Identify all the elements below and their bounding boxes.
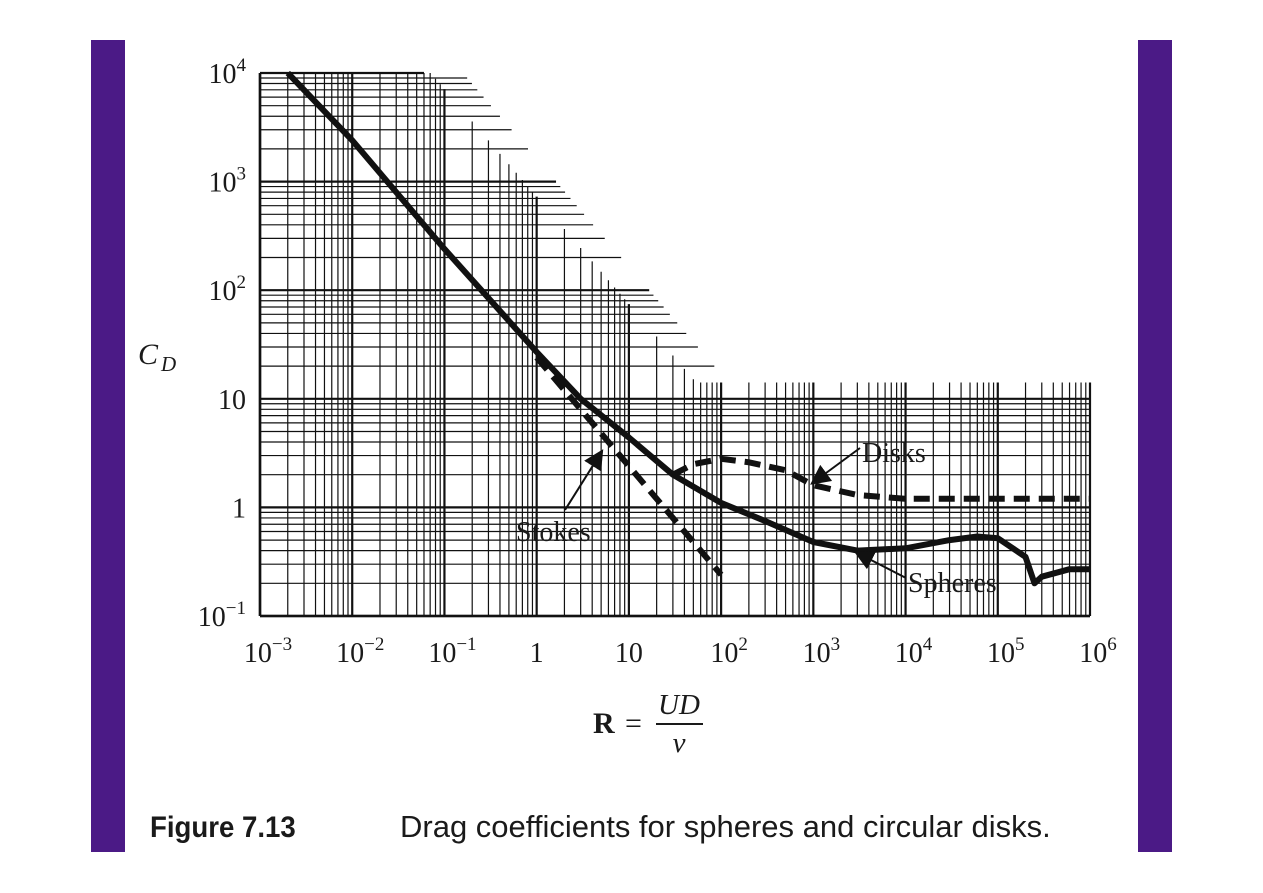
y-tick-label: 103 (209, 164, 247, 199)
x-tick-label: 10−3 (244, 634, 292, 669)
x-axis-label-denominator: ν (673, 727, 686, 759)
x-tick-label: 103 (803, 634, 841, 669)
y-tick-label: 10−1 (198, 598, 246, 633)
y-axis-label: C D (138, 338, 176, 376)
y-tick-label: 1 (232, 493, 246, 524)
left-frame-band (91, 40, 125, 852)
series-lines (285, 70, 1090, 587)
x-tick-label: 10 (615, 638, 643, 669)
x-axis-label: R = UD ν (593, 689, 703, 759)
annotation-arrow-disks (810, 447, 861, 485)
y-axis-label-main: C (138, 338, 159, 371)
x-tick-label: 105 (987, 634, 1025, 669)
series-spheres (285, 70, 1090, 587)
spheres-label: Spheres (908, 568, 997, 599)
annotation-arrows (564, 447, 907, 579)
x-tick-label: 10−2 (336, 634, 384, 669)
grid (258, 71, 1092, 618)
annotation-arrow-spheres (853, 551, 907, 579)
disks-label: Disks (862, 438, 926, 469)
x-tick-label: 104 (895, 634, 933, 669)
y-tick-label: 10 (218, 385, 246, 416)
y-axis-label-subscript: D (160, 352, 176, 376)
x-tick-label: 1 (530, 638, 544, 669)
x-axis-label-numerator: UD (658, 689, 700, 721)
tick-labels: 10−3 10−2 10−1 1 10 102 103 104 105 106 10−1 1 10 102… (198, 55, 1117, 669)
x-axis-label-lhs: R (593, 707, 615, 740)
series-stokes (534, 355, 724, 577)
x-axis-label-equals: = (625, 707, 642, 740)
figure-caption: Figure 7.13 Drag coefficients for sphere… (150, 807, 1130, 851)
annotation-arrow-stokes (564, 449, 604, 511)
x-tick-label: 102 (710, 634, 748, 669)
right-frame-band (1138, 40, 1172, 852)
x-tick-label: 10−1 (428, 634, 476, 669)
y-tick-label: 104 (209, 55, 247, 90)
series-disks (671, 455, 1090, 502)
x-tick-label: 106 (1079, 634, 1117, 669)
figure-number: Figure 7.13 (150, 811, 296, 844)
y-tick-label: 102 (209, 272, 247, 307)
figure-page (125, 40, 1138, 852)
stokes-label: Stokes (516, 517, 591, 548)
caption-text: Drag coefficients for spheres and circul… (400, 809, 1051, 844)
